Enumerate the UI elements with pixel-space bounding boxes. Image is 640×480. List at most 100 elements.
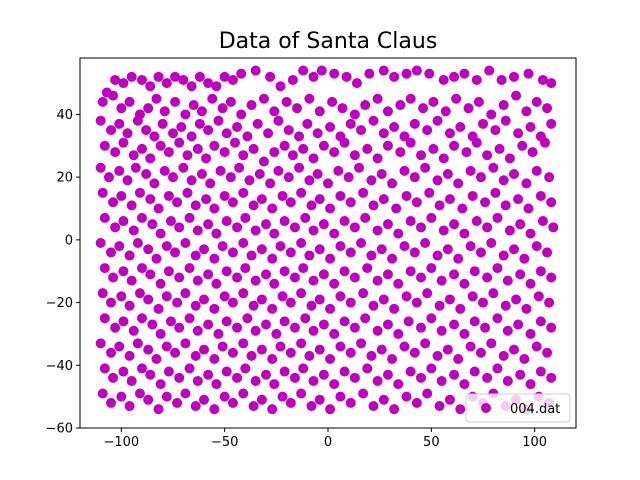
data-point bbox=[523, 203, 534, 214]
data-point bbox=[261, 369, 271, 380]
data-point bbox=[296, 288, 307, 299]
data-point bbox=[351, 78, 362, 89]
data-point bbox=[475, 347, 486, 358]
data-point bbox=[453, 178, 464, 189]
plot-area-frame bbox=[79, 57, 577, 429]
data-point bbox=[180, 338, 191, 349]
data-point bbox=[275, 241, 286, 252]
data-point bbox=[492, 313, 503, 324]
data-point bbox=[339, 266, 350, 277]
data-point bbox=[535, 190, 546, 201]
data-point bbox=[258, 156, 269, 167]
data-point bbox=[203, 78, 214, 89]
data-point bbox=[145, 269, 156, 280]
data-point bbox=[314, 244, 325, 255]
data-point bbox=[389, 71, 400, 82]
data-point bbox=[368, 300, 379, 311]
data-point bbox=[393, 379, 404, 390]
data-point bbox=[170, 347, 181, 358]
data-point bbox=[548, 222, 559, 233]
data-point bbox=[486, 238, 497, 248]
data-point bbox=[118, 216, 129, 227]
data-point bbox=[488, 162, 499, 173]
data-point bbox=[159, 165, 170, 176]
data-point bbox=[329, 228, 340, 239]
data-point bbox=[360, 313, 371, 324]
data-point bbox=[124, 250, 135, 261]
data-point bbox=[542, 347, 553, 358]
data-point bbox=[292, 103, 302, 114]
data-point bbox=[134, 288, 145, 299]
data-point bbox=[275, 81, 286, 92]
data-point bbox=[449, 71, 460, 82]
data-point bbox=[219, 190, 230, 201]
data-point bbox=[261, 319, 271, 330]
data-point bbox=[108, 197, 119, 208]
data-point bbox=[325, 253, 336, 264]
data-point bbox=[130, 162, 141, 173]
data-point bbox=[362, 263, 373, 274]
data-point bbox=[147, 219, 158, 230]
data-point bbox=[192, 325, 203, 336]
data-point bbox=[161, 391, 172, 402]
data-point bbox=[238, 338, 249, 349]
data-point bbox=[296, 338, 307, 349]
x-tick-label: −50 bbox=[211, 435, 238, 450]
data-point bbox=[186, 81, 197, 92]
data-point bbox=[318, 140, 329, 151]
data-point bbox=[426, 363, 437, 374]
data-point bbox=[155, 379, 166, 390]
legend-label: 004.dat bbox=[510, 402, 560, 417]
data-point bbox=[502, 375, 513, 386]
data-point bbox=[267, 404, 278, 415]
data-point bbox=[511, 90, 522, 101]
data-point bbox=[329, 147, 340, 158]
data-point bbox=[531, 341, 542, 352]
data-point bbox=[124, 96, 135, 107]
data-point bbox=[289, 322, 300, 333]
data-point bbox=[194, 118, 205, 129]
data-point bbox=[314, 394, 325, 405]
data-point bbox=[213, 115, 224, 126]
data-point bbox=[209, 404, 220, 415]
data-point bbox=[143, 103, 154, 114]
data-point bbox=[360, 212, 371, 223]
data-point bbox=[325, 203, 336, 214]
data-point bbox=[211, 278, 222, 289]
data-point bbox=[449, 369, 460, 380]
data-point bbox=[449, 140, 460, 151]
data-point bbox=[368, 200, 379, 211]
x-tick-label: 100 bbox=[522, 435, 547, 450]
data-point bbox=[238, 388, 249, 399]
data-point bbox=[316, 65, 327, 76]
data-point bbox=[273, 115, 284, 126]
data-point bbox=[141, 125, 152, 136]
data-point bbox=[99, 313, 110, 324]
data-point bbox=[358, 288, 369, 299]
data-point bbox=[246, 100, 257, 111]
data-point bbox=[473, 96, 484, 107]
data-point bbox=[269, 228, 280, 239]
data-point bbox=[500, 200, 511, 211]
data-point bbox=[211, 379, 222, 390]
data-point bbox=[434, 200, 445, 211]
data-point bbox=[217, 341, 228, 352]
data-point bbox=[227, 347, 238, 358]
data-point bbox=[219, 147, 230, 158]
data-point bbox=[190, 300, 201, 311]
data-point bbox=[395, 100, 406, 111]
data-point bbox=[469, 316, 480, 327]
data-point bbox=[372, 153, 383, 164]
data-point bbox=[298, 363, 309, 374]
data-point bbox=[114, 118, 125, 129]
data-point bbox=[405, 266, 416, 277]
data-point bbox=[114, 165, 125, 176]
data-point bbox=[232, 272, 243, 283]
data-point bbox=[465, 341, 476, 352]
data-point bbox=[97, 187, 108, 198]
data-point bbox=[192, 375, 203, 386]
data-point bbox=[161, 341, 172, 352]
data-point bbox=[145, 194, 156, 205]
data-point bbox=[405, 216, 416, 227]
data-point bbox=[116, 291, 127, 302]
